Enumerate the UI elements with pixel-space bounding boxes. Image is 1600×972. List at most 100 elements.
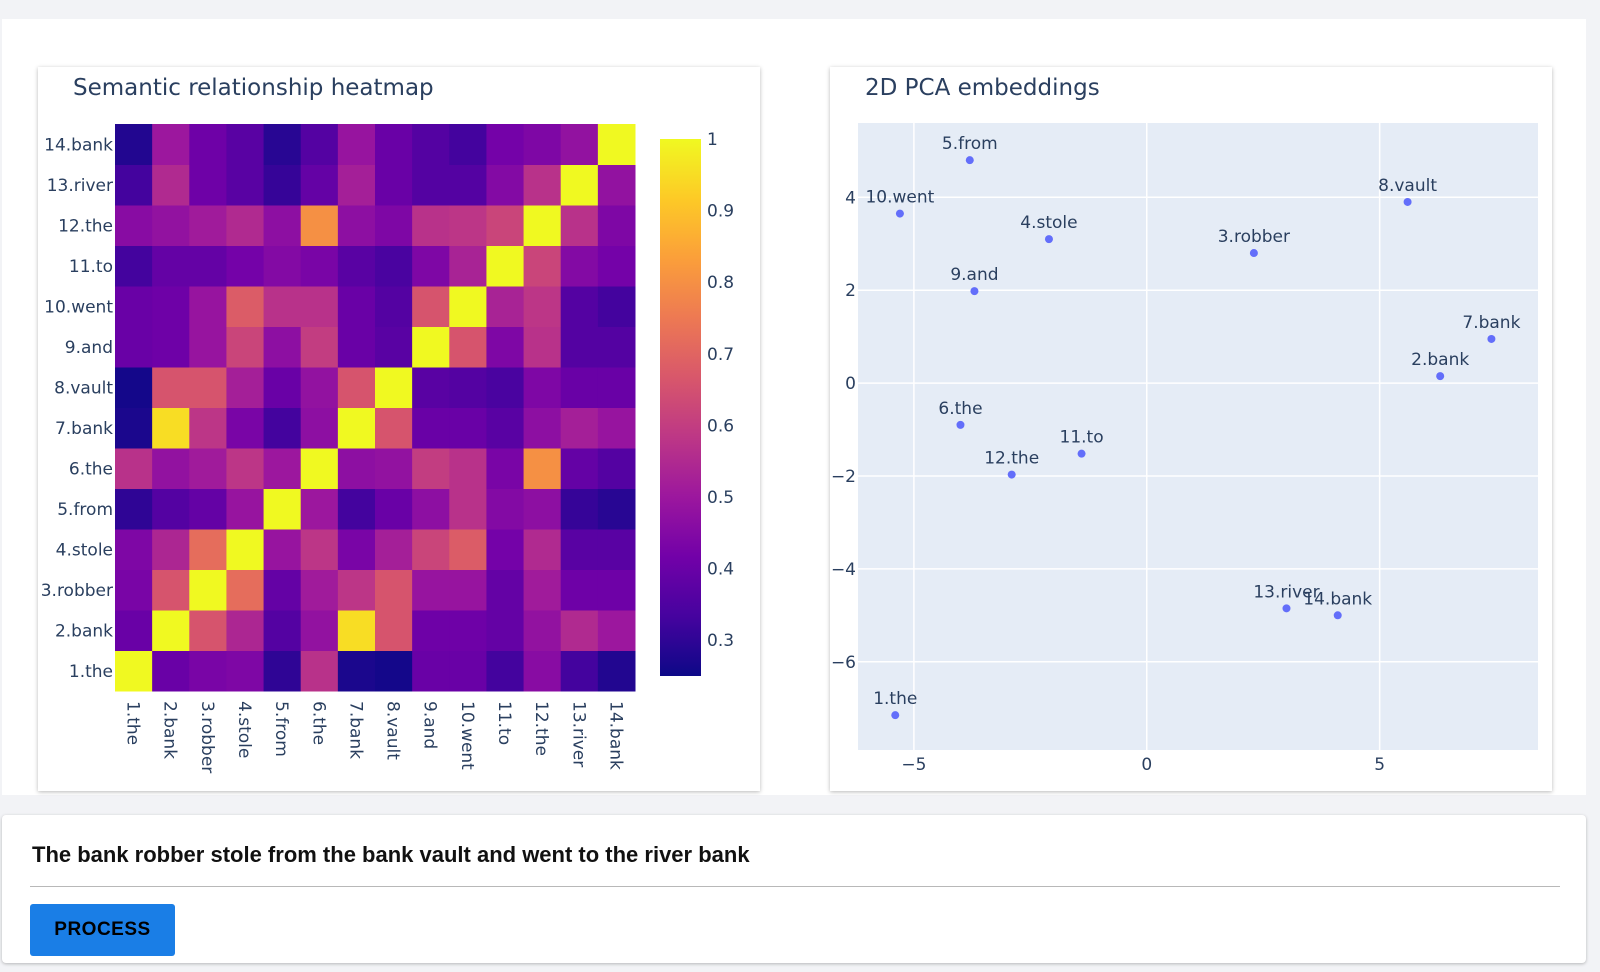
heatmap-cell: [300, 448, 339, 489]
heatmap-cell: [597, 245, 636, 287]
heatmap-cell: [263, 448, 302, 489]
pca-point: [895, 209, 904, 218]
heatmap-cell: [337, 367, 376, 408]
heatmap-y-tick-label: 12.the: [58, 216, 113, 236]
heatmap-cell: [226, 407, 265, 449]
heatmap-cell: [597, 286, 636, 327]
heatmap-cell: [337, 326, 376, 368]
heatmap-cell: [523, 569, 562, 611]
heatmap-cell: [337, 205, 376, 246]
heatmap-cell: [560, 326, 599, 368]
heatmap-cell: [226, 448, 265, 489]
heatmap-cell: [189, 286, 227, 327]
heatmap-cell: [560, 610, 599, 651]
heatmap-cell: [152, 448, 190, 489]
heatmap-cell: [337, 610, 376, 651]
pca-point: [1007, 470, 1016, 479]
heatmap-cell: [412, 407, 450, 449]
heatmap-x-tick-label: 8.vault: [383, 701, 403, 760]
heatmap-cell: [412, 650, 450, 692]
heatmap-x-tick-label: 11.to: [494, 701, 514, 745]
heatmap-cell: [115, 488, 153, 530]
heatmap-cell: [560, 286, 599, 327]
pca-point-label: 8.vault: [1378, 176, 1437, 196]
pca-y-tick-label: 4: [845, 188, 856, 208]
heatmap-cell: [263, 245, 302, 287]
heatmap-y-tick-label: 6.the: [69, 459, 113, 479]
heatmap-cell: [375, 205, 413, 246]
pca-point: [1044, 235, 1053, 244]
heatmap-cell: [597, 367, 636, 408]
heatmap-cell: [189, 326, 227, 368]
heatmap-cell: [152, 367, 190, 408]
heatmap-cell: [152, 488, 190, 530]
heatmap-cell: [337, 650, 376, 692]
heatmap-cell: [486, 205, 525, 246]
pca-point: [965, 156, 974, 165]
heatmap-y-tick-label: 13.river: [47, 176, 113, 196]
heatmap-cell: [115, 205, 153, 246]
heatmap-cell: [226, 488, 265, 530]
heatmap-cells: [115, 124, 636, 692]
heatmap-x-tick-label: 13.river: [568, 701, 588, 767]
heatmap-cell: [226, 650, 265, 692]
heatmap-cell: [152, 164, 190, 206]
pca-y-tick-label: −2: [831, 467, 856, 487]
pca-point-label: 11.to: [1060, 428, 1104, 448]
sentence-input[interactable]: [30, 823, 1560, 887]
heatmap-cell: [560, 569, 599, 611]
heatmap-cell: [560, 164, 599, 206]
pca-point-label: 5.from: [942, 134, 998, 154]
heatmap-cell: [226, 569, 265, 611]
heatmap-cell: [189, 529, 227, 570]
pca-axes: −5 0 5 4 2 0 −2 −4 −6: [831, 188, 1385, 775]
heatmap-x-tick-label: 6.the: [308, 701, 328, 745]
pca-point: [1487, 334, 1496, 343]
pca-y-tick-label: −4: [831, 560, 856, 580]
heatmap-cell: [115, 529, 153, 570]
pca-x-tick-label: −5: [901, 755, 926, 775]
heatmap-x-tick-label: 12.the: [531, 701, 551, 756]
heatmap-cell: [523, 488, 562, 530]
pca-plot-area: [858, 123, 1538, 750]
heatmap-cell: [263, 326, 302, 368]
heatmap-cell: [597, 529, 636, 570]
heatmap-cell: [560, 205, 599, 246]
heatmap-cell: [300, 529, 339, 570]
heatmap-cell: [449, 529, 487, 570]
heatmap-cell: [486, 569, 525, 611]
heatmap-cell: [597, 488, 636, 530]
heatmap-cell: [449, 326, 487, 368]
heatmap-cell: [412, 610, 450, 651]
heatmap-cell: [263, 407, 302, 449]
heatmap-cell: [115, 448, 153, 489]
heatmap-cell: [375, 124, 413, 165]
heatmap-cell: [226, 286, 265, 327]
heatmap-cell: [412, 569, 450, 611]
heatmap-cell: [449, 286, 487, 327]
heatmap-cell: [152, 205, 190, 246]
colorbar-tick-label: 0.6: [707, 416, 734, 436]
heatmap-title: Semantic relationship heatmap: [73, 75, 434, 101]
heatmap-cell: [152, 326, 190, 368]
heatmap-cell: [412, 286, 450, 327]
heatmap-x-axis: 1.the 2.bank 3.robber 4.stole 5.from 6.the 7.b…: [123, 701, 626, 773]
heatmap-cell: [152, 569, 190, 611]
heatmap-cell: [226, 610, 265, 651]
pca-point: [970, 287, 979, 296]
heatmap-y-tick-label: 7.bank: [55, 419, 113, 439]
heatmap-cell: [263, 488, 302, 530]
heatmap-cell: [115, 164, 153, 206]
heatmap-cell: [337, 569, 376, 611]
heatmap-cell: [189, 367, 227, 408]
heatmap-cell: [152, 245, 190, 287]
heatmap-cell: [523, 610, 562, 651]
heatmap-cell: [375, 286, 413, 327]
heatmap-cell: [152, 650, 190, 692]
heatmap-cell: [300, 610, 339, 651]
heatmap-cell: [189, 205, 227, 246]
pca-point: [1436, 372, 1445, 381]
process-button[interactable]: PROCESS: [30, 904, 175, 956]
heatmap-cell: [152, 610, 190, 651]
pca-point-label: 7.bank: [1462, 313, 1520, 333]
